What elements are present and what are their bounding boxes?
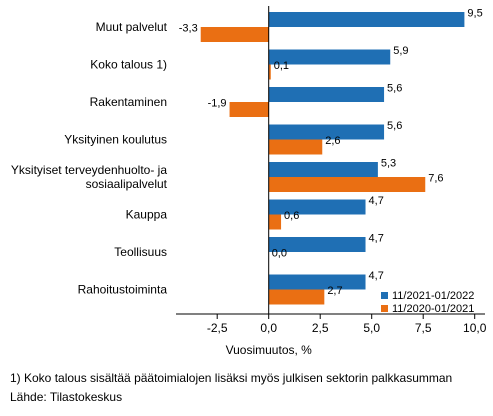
category-label: Rahoitustoiminta bbox=[78, 283, 168, 297]
data-label: 4,7 bbox=[369, 195, 384, 207]
data-label: 0,1 bbox=[274, 60, 289, 72]
bar bbox=[200, 27, 269, 42]
category-label: Koko talous 1) bbox=[90, 58, 167, 72]
bar bbox=[268, 274, 366, 290]
data-label: 5,3 bbox=[381, 158, 396, 170]
x-axis-ticks: -2,5 0,0 2,5 5,0 7,5 10,0 bbox=[207, 314, 487, 335]
bar bbox=[268, 124, 385, 140]
category-labels: Muut palvelut Koko talous 1) Rakentaminen Y… bbox=[11, 20, 168, 297]
category-label: Rakentaminen bbox=[90, 95, 167, 109]
source-note: Lähde: Tilastokeskus bbox=[10, 390, 123, 404]
bar bbox=[268, 237, 366, 252]
bar bbox=[268, 64, 271, 80]
bar bbox=[268, 87, 385, 102]
data-label: 4,7 bbox=[369, 270, 384, 282]
x-tick-label: 10,0 bbox=[463, 321, 487, 335]
data-label: 2,6 bbox=[325, 135, 340, 147]
bar bbox=[268, 177, 426, 192]
bars bbox=[200, 12, 465, 305]
bar bbox=[268, 199, 366, 215]
legend-label: 11/2021-01/2022 bbox=[392, 290, 474, 302]
data-labels: 9,5 -3,3 5,9 0,1 5,6 -1,9 5,6 2,6 5,3 7,6 4,7 0,6 4,… bbox=[179, 8, 483, 298]
data-label: 9,5 bbox=[467, 8, 482, 20]
data-label: 5,6 bbox=[387, 83, 402, 95]
bar bbox=[268, 12, 465, 27]
data-label: -3,3 bbox=[179, 23, 198, 35]
x-tick-label: 7,5 bbox=[415, 321, 432, 335]
category-label: Muut palvelut bbox=[96, 20, 168, 34]
category-label: Yksityinen koulutus bbox=[64, 133, 167, 147]
data-label: 5,9 bbox=[393, 45, 408, 57]
bar bbox=[268, 214, 282, 230]
x-axis-title: Vuosimuutos, % bbox=[226, 343, 313, 357]
x-tick-label: 2,5 bbox=[312, 321, 329, 335]
data-label: 2,7 bbox=[327, 285, 342, 297]
footnote: 1) Koko talous sisältää päätoimialojen l… bbox=[10, 371, 453, 385]
bar bbox=[229, 102, 269, 117]
data-label: 7,6 bbox=[428, 173, 443, 185]
category-label: Kauppa bbox=[126, 208, 168, 222]
data-label: -1,9 bbox=[208, 98, 227, 110]
legend-swatch bbox=[381, 305, 388, 312]
bar bbox=[268, 49, 391, 65]
x-tick-label: 5,0 bbox=[363, 321, 380, 335]
data-label: 4,7 bbox=[369, 233, 384, 245]
category-label: Yksityiset terveydenhuolto- ja sosiaalipa… bbox=[11, 163, 168, 191]
legend-label: 11/2020-01/2021 bbox=[392, 303, 474, 315]
bar bbox=[268, 162, 378, 177]
category-label: Teollisuus bbox=[114, 245, 167, 259]
bar bbox=[268, 139, 323, 155]
data-label: 0,0 bbox=[272, 248, 287, 260]
data-label: 0,6 bbox=[284, 210, 299, 222]
data-label: 5,6 bbox=[387, 120, 402, 132]
legend-swatch bbox=[381, 292, 388, 299]
bar bbox=[268, 289, 325, 305]
x-tick-label: 0,0 bbox=[260, 321, 277, 335]
x-tick-label: -2,5 bbox=[207, 321, 228, 335]
